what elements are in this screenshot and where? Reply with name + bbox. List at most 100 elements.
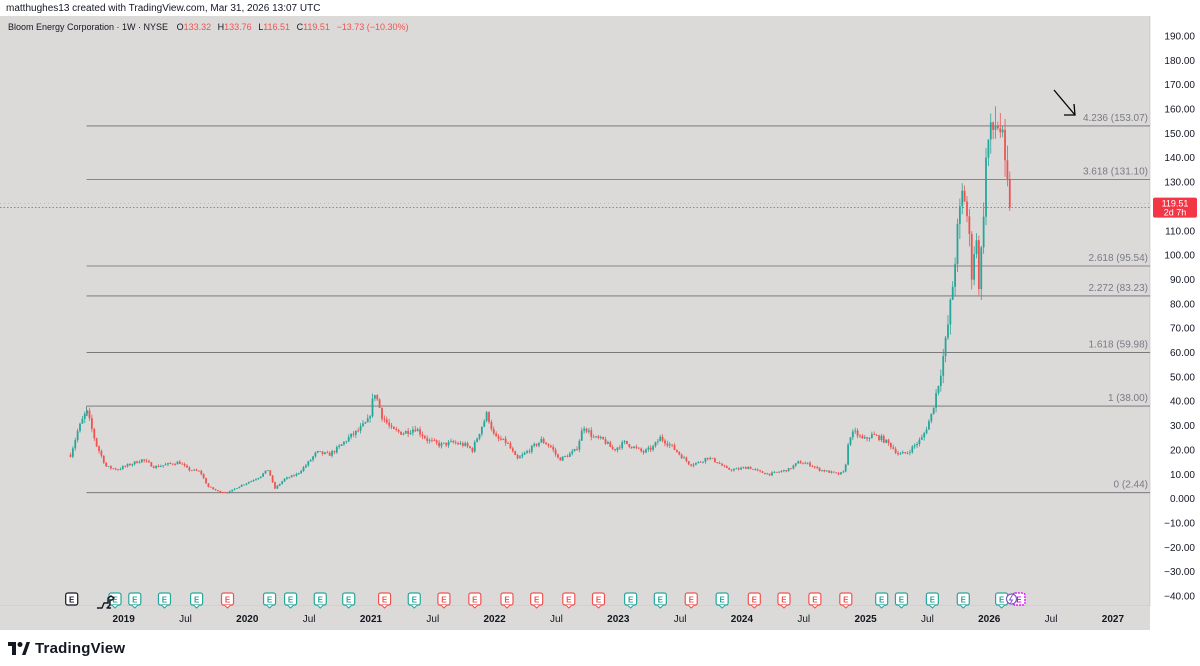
candle-body[interactable] [117, 469, 119, 471]
candle-body[interactable] [816, 467, 819, 469]
candle-body[interactable] [419, 429, 421, 435]
candle-body[interactable] [785, 470, 788, 472]
candle-body[interactable] [728, 468, 731, 470]
candle-body[interactable] [604, 439, 607, 444]
candle-body[interactable] [438, 442, 440, 447]
candle-body[interactable] [274, 482, 276, 489]
candle-body[interactable] [309, 459, 312, 462]
candle-body[interactable] [433, 440, 436, 441]
candle-body[interactable] [521, 454, 524, 457]
candle-body[interactable] [236, 488, 238, 489]
candle-body[interactable] [102, 455, 105, 463]
candle-body[interactable] [538, 442, 540, 446]
earnings-event-icon[interactable]: E [283, 592, 298, 609]
candle-body[interactable] [578, 440, 581, 450]
candle-body[interactable] [818, 467, 821, 471]
candle-body[interactable] [870, 434, 873, 439]
candle-body[interactable] [93, 428, 96, 439]
candle-body[interactable] [366, 418, 369, 423]
candle-body[interactable] [174, 464, 177, 466]
candlestick-series[interactable] [69, 106, 1011, 494]
candle-body[interactable] [373, 394, 376, 399]
candle-body[interactable] [271, 475, 274, 483]
candle-body[interactable] [659, 436, 662, 442]
candle-body[interactable] [966, 201, 968, 217]
candle-body[interactable] [794, 463, 797, 466]
candle-body[interactable] [987, 139, 990, 158]
candle-body[interactable] [259, 476, 262, 479]
earnings-event-icon[interactable]: E [777, 592, 791, 609]
candle-body[interactable] [164, 464, 167, 466]
candle-body[interactable] [899, 453, 902, 455]
candle-body[interactable] [250, 481, 253, 483]
candle-body[interactable] [523, 452, 526, 455]
candle-body[interactable] [944, 337, 947, 357]
candle-body[interactable] [238, 486, 241, 489]
candle-body[interactable] [771, 472, 773, 476]
candle-body[interactable] [74, 440, 77, 449]
candle-body[interactable] [400, 431, 402, 435]
candle-body[interactable] [930, 413, 933, 422]
candle-body[interactable] [835, 472, 838, 474]
candle-body[interactable] [155, 465, 157, 468]
candle-body[interactable] [136, 461, 138, 464]
candle-body[interactable] [642, 451, 645, 453]
candle-body[interactable] [305, 465, 307, 468]
candle-body[interactable] [859, 435, 861, 437]
candle-body[interactable] [447, 441, 450, 446]
candle-body[interactable] [140, 459, 143, 463]
candle-body[interactable] [673, 444, 676, 450]
candle-body[interactable] [1001, 129, 1004, 133]
candle-body[interactable] [749, 466, 752, 469]
candle-body[interactable] [997, 125, 999, 129]
candle-body[interactable] [542, 438, 545, 443]
candle-body[interactable] [528, 451, 531, 452]
candle-body[interactable] [573, 449, 576, 452]
candle-body[interactable] [480, 426, 483, 434]
candle-body[interactable] [1004, 129, 1006, 161]
candle-body[interactable] [735, 468, 738, 470]
candle-body[interactable] [951, 286, 954, 300]
earnings-event-icon[interactable]: E [190, 592, 204, 609]
candle-body[interactable] [100, 451, 103, 456]
candle-body[interactable] [645, 449, 647, 453]
candle-body[interactable] [878, 435, 880, 440]
candle-body[interactable] [873, 434, 876, 436]
candle-body[interactable] [169, 463, 172, 464]
candle-body[interactable] [302, 467, 305, 471]
candle-body[interactable] [628, 443, 631, 447]
candle-body[interactable] [469, 446, 471, 449]
candle-body[interactable] [416, 429, 419, 432]
candle-body[interactable] [552, 446, 555, 450]
candle-body[interactable] [923, 433, 926, 438]
candle-body[interactable] [459, 443, 462, 445]
candle-body[interactable] [799, 461, 802, 464]
candle-body[interactable] [861, 435, 864, 439]
candle-body[interactable] [989, 122, 992, 140]
candle-body[interactable] [440, 443, 443, 447]
candle-body[interactable] [326, 452, 329, 454]
candle-body[interactable] [129, 464, 131, 466]
candle-body[interactable] [747, 466, 750, 469]
candle-body[interactable] [595, 436, 597, 438]
candle-body[interactable] [450, 441, 452, 442]
candle-body[interactable] [514, 451, 517, 456]
candle-body[interactable] [233, 488, 236, 490]
candle-body[interactable] [150, 462, 153, 467]
candle-body[interactable] [497, 436, 500, 439]
candle-body[interactable] [495, 433, 498, 437]
candle-body[interactable] [790, 468, 792, 470]
candle-body[interactable] [925, 429, 928, 434]
candle-body[interactable] [333, 451, 336, 453]
candle-body[interactable] [247, 482, 250, 484]
candle-body[interactable] [897, 452, 899, 455]
candle-body[interactable] [159, 466, 162, 467]
candle-body[interactable] [742, 467, 745, 469]
candle-body[interactable] [354, 430, 357, 435]
candle-body[interactable] [975, 240, 978, 255]
candle-body[interactable] [402, 433, 405, 435]
candle-body[interactable] [733, 469, 735, 471]
candle-body[interactable] [580, 430, 583, 441]
candle-body[interactable] [637, 447, 640, 449]
candle-body[interactable] [95, 438, 98, 447]
